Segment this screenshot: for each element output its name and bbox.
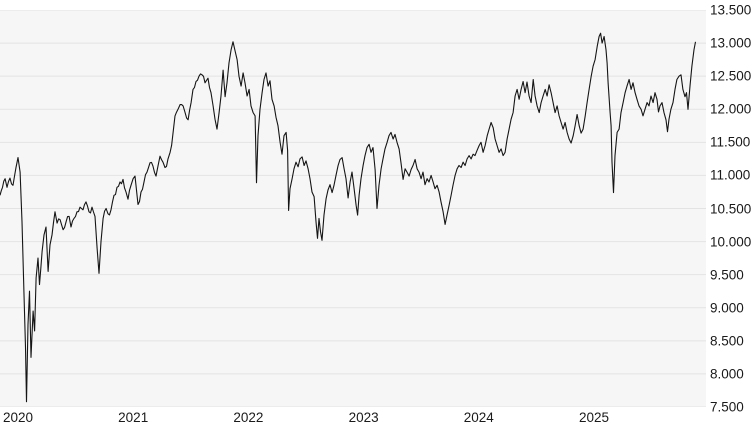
x-axis-tick-label: 2024 [463,410,494,425]
x-axis-tick-label: 2021 [118,410,149,425]
y-axis-tick-label: 8.500 [710,333,744,349]
y-axis-tick-label: 7.500 [710,399,744,415]
y-axis-tick-label: 9.000 [710,300,744,315]
price-line [0,32,697,403]
plot-area [0,10,706,407]
y-axis-tick-label: 10.000 [710,233,752,249]
y-axis-tick-label: 11.000 [710,167,751,183]
price-line-svg [0,10,706,407]
x-axis-tick-label: 2023 [348,410,379,425]
x-axis-tick-label: 2020 [2,410,34,425]
y-axis-tick-label: 8.000 [710,366,744,382]
x-axis-tick-label: 2022 [233,410,264,425]
x-axis-tick-label: 2025 [578,410,610,425]
y-axis-tick-label: 10.500 [710,200,752,216]
y-axis-tick-label: 13.000 [710,35,752,51]
y-axis-tick-label: 9.500 [710,266,744,282]
y-axis-tick-label: 13.500 [710,2,752,18]
y-axis-tick-label: 12.500 [710,68,752,84]
y-axis-tick-label: 11.500 [710,134,751,150]
y-axis-tick-label: 12.000 [710,101,752,117]
